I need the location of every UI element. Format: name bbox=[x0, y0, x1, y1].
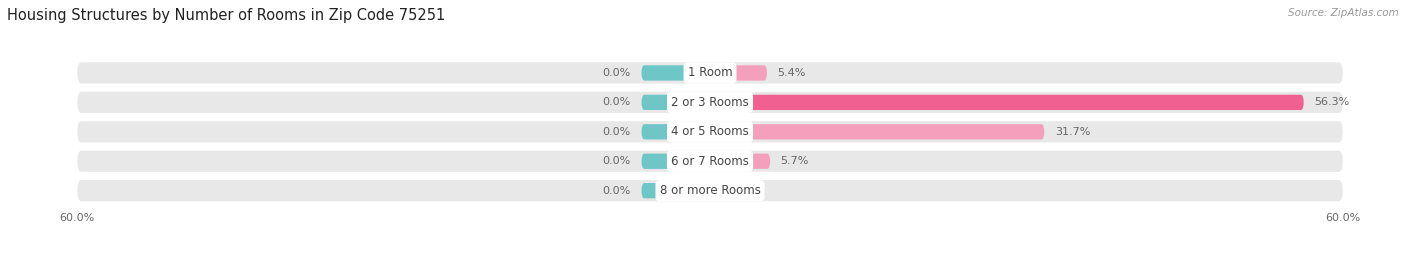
Text: 0.0%: 0.0% bbox=[603, 97, 631, 107]
Text: 56.3%: 56.3% bbox=[1315, 97, 1350, 107]
FancyBboxPatch shape bbox=[77, 151, 1343, 172]
Text: 8 or more Rooms: 8 or more Rooms bbox=[659, 184, 761, 197]
FancyBboxPatch shape bbox=[77, 62, 1343, 84]
FancyBboxPatch shape bbox=[77, 92, 1343, 113]
Text: 1 Room: 1 Room bbox=[688, 66, 733, 79]
FancyBboxPatch shape bbox=[710, 95, 1303, 110]
Text: 0.0%: 0.0% bbox=[603, 186, 631, 196]
Text: 2 or 3 Rooms: 2 or 3 Rooms bbox=[671, 96, 749, 109]
Text: 0.0%: 0.0% bbox=[603, 127, 631, 137]
FancyBboxPatch shape bbox=[641, 65, 710, 81]
Text: 0.0%: 0.0% bbox=[603, 68, 631, 78]
FancyBboxPatch shape bbox=[710, 154, 770, 169]
FancyBboxPatch shape bbox=[710, 124, 1045, 139]
FancyBboxPatch shape bbox=[641, 154, 710, 169]
Text: 4 or 5 Rooms: 4 or 5 Rooms bbox=[671, 125, 749, 138]
FancyBboxPatch shape bbox=[641, 124, 710, 139]
FancyBboxPatch shape bbox=[641, 183, 710, 198]
Text: 5.7%: 5.7% bbox=[780, 156, 808, 166]
Text: 0.0%: 0.0% bbox=[603, 156, 631, 166]
Text: 31.7%: 31.7% bbox=[1054, 127, 1090, 137]
FancyBboxPatch shape bbox=[710, 65, 768, 81]
Text: 6 or 7 Rooms: 6 or 7 Rooms bbox=[671, 155, 749, 168]
FancyBboxPatch shape bbox=[77, 180, 1343, 201]
FancyBboxPatch shape bbox=[77, 121, 1343, 142]
Text: Source: ZipAtlas.com: Source: ZipAtlas.com bbox=[1288, 8, 1399, 18]
Text: Housing Structures by Number of Rooms in Zip Code 75251: Housing Structures by Number of Rooms in… bbox=[7, 8, 446, 23]
Text: 5.4%: 5.4% bbox=[778, 68, 806, 78]
FancyBboxPatch shape bbox=[710, 183, 718, 198]
FancyBboxPatch shape bbox=[641, 95, 710, 110]
Text: 0.84%: 0.84% bbox=[730, 186, 765, 196]
